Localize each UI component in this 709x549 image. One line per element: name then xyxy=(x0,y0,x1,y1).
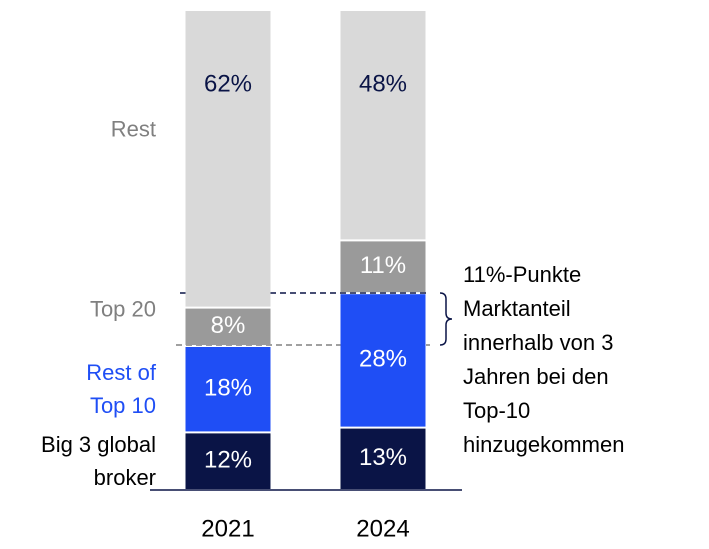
value-label: 48% xyxy=(359,70,407,97)
bar-segment xyxy=(340,241,426,293)
bar-segment xyxy=(340,11,426,240)
value-label: 62% xyxy=(204,70,252,97)
value-label: 18% xyxy=(204,375,252,402)
value-label: 11% xyxy=(360,252,406,279)
series-label: Rest xyxy=(110,116,156,142)
value-label: 28% xyxy=(359,346,407,373)
series-label: Rest of Top 10 xyxy=(86,360,156,419)
bar-segment xyxy=(340,428,426,489)
bar-segment xyxy=(185,347,271,432)
x-tick-label: 2024 xyxy=(356,515,409,542)
brace xyxy=(439,292,453,346)
bar-segment xyxy=(185,433,271,489)
series-label: Big 3 global broker xyxy=(41,432,156,491)
value-label: 8% xyxy=(211,312,246,339)
value-label: 13% xyxy=(359,444,407,471)
annotation: 11%-Punkte Marktanteil innerhalb von 3 J… xyxy=(463,262,625,457)
value-label: 12% xyxy=(204,447,252,474)
series-label: Top 20 xyxy=(89,296,156,322)
bar-segment xyxy=(185,11,271,307)
x-tick-label: 2021 xyxy=(201,515,254,542)
bar-segment xyxy=(340,294,426,427)
bar-segment xyxy=(185,308,271,345)
